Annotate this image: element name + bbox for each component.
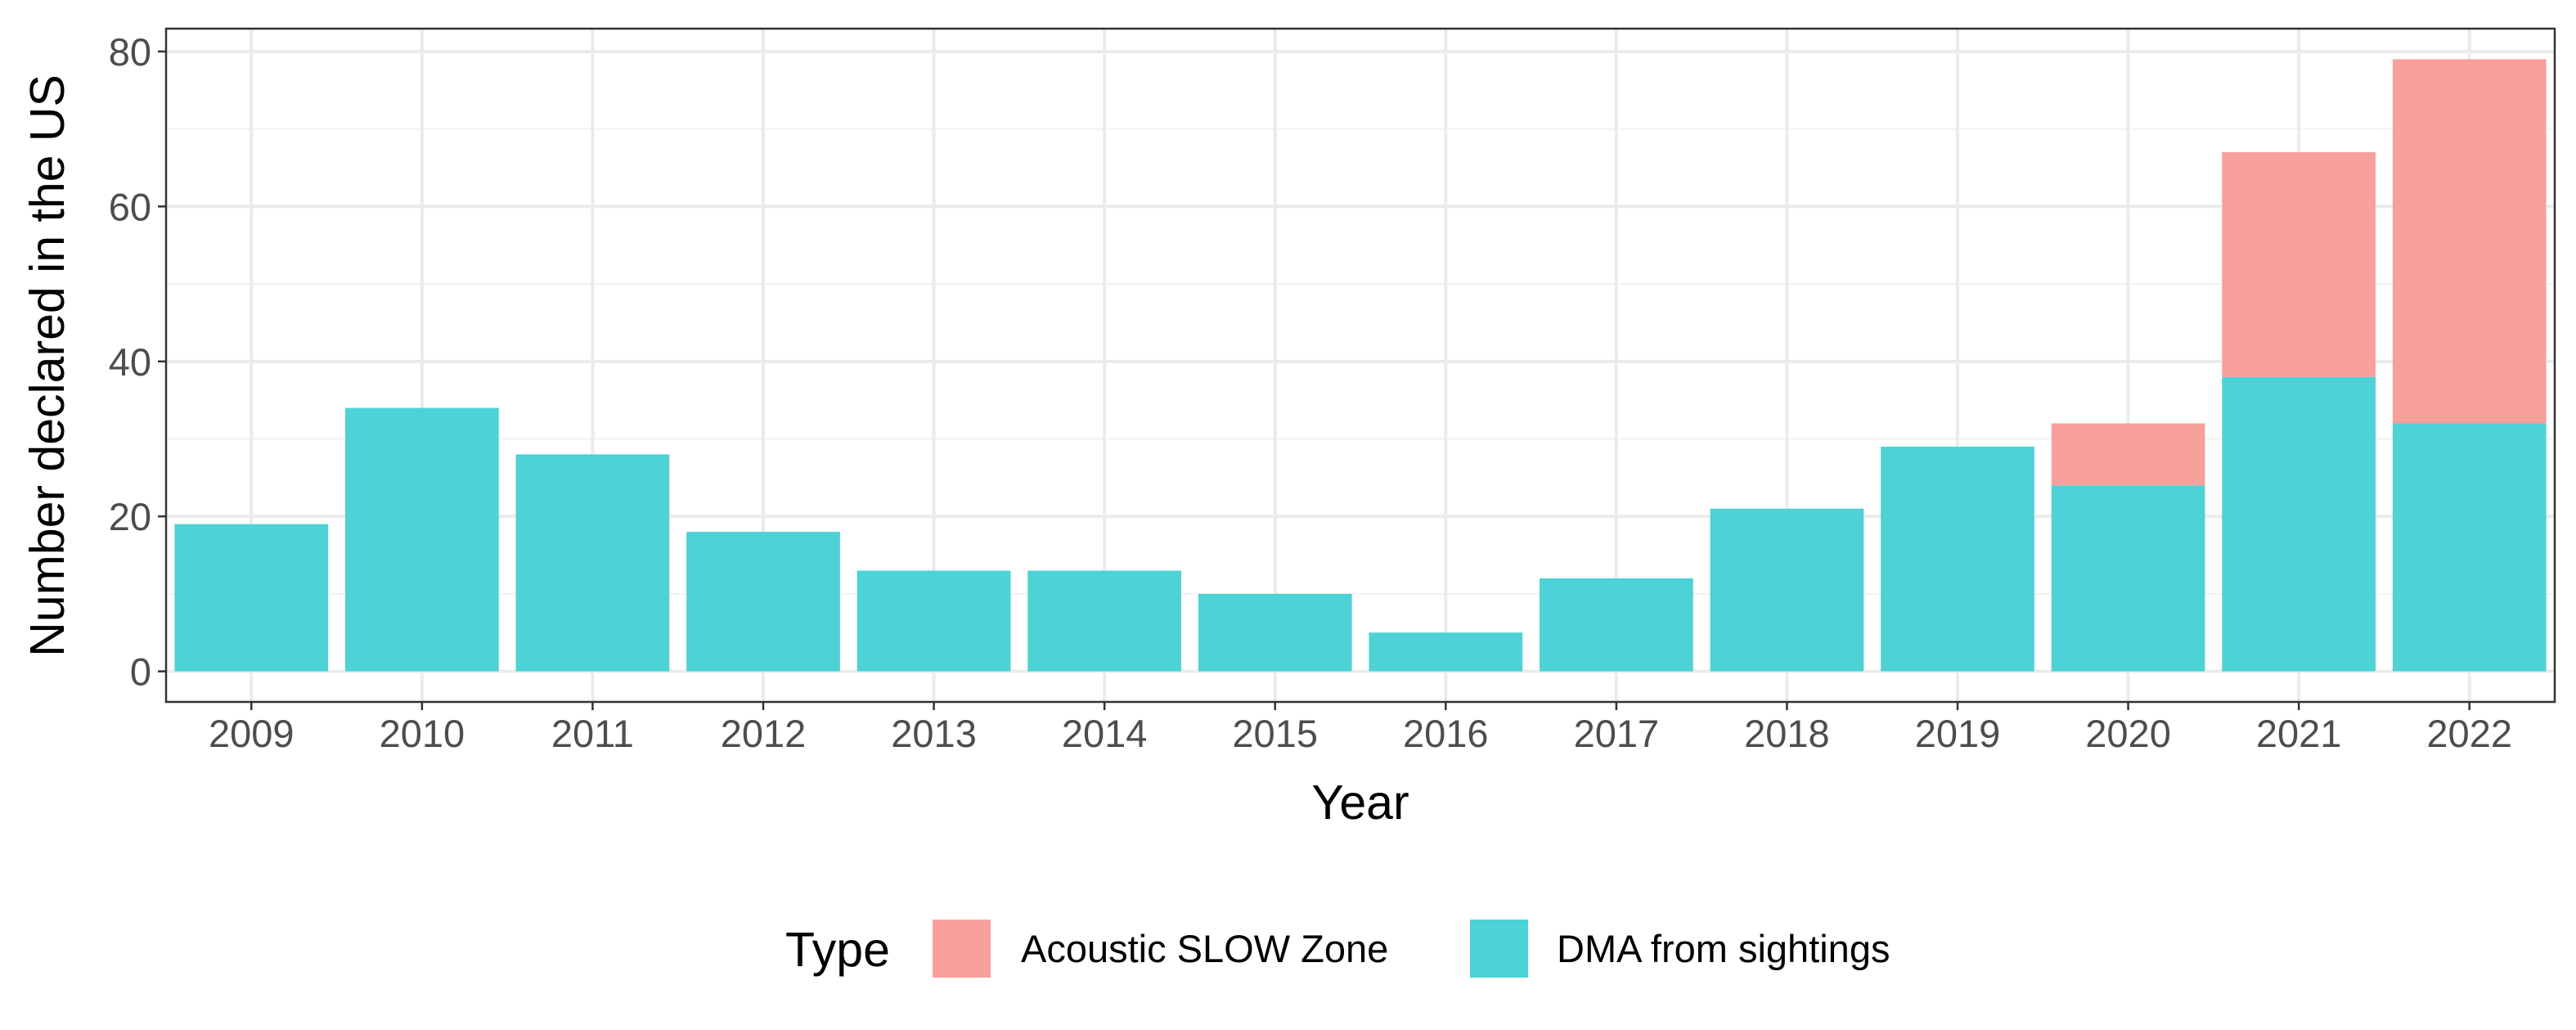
bar-dma-2015 <box>1198 593 1352 672</box>
bar-dma-2010 <box>345 407 499 672</box>
bar-dma-2014 <box>1027 570 1181 672</box>
x-tick-label: 2019 <box>1915 712 2001 755</box>
bar-dma-2022 <box>2392 423 2547 672</box>
x-tick-label: 2017 <box>1574 712 1660 755</box>
y-tick-label: 80 <box>109 30 151 74</box>
bar-acoustic-2021 <box>2222 152 2376 377</box>
legend-key-dma <box>1470 920 1528 978</box>
x-axis-title: Year <box>1311 776 1409 830</box>
bar-acoustic-2022 <box>2392 59 2547 424</box>
bar-dma-2019 <box>1881 446 2034 672</box>
bar-dma-2009 <box>174 524 329 672</box>
legend-label-dma: DMA from sightings <box>1557 927 1890 970</box>
x-tick-label: 2013 <box>891 712 977 755</box>
legend-key-acoustic <box>933 920 991 978</box>
x-tick-label: 2009 <box>209 712 294 755</box>
bar-acoustic-2020 <box>2051 423 2205 486</box>
bar-dma-2011 <box>515 454 670 672</box>
bar-dma-2012 <box>686 532 840 672</box>
legend-label-acoustic: Acoustic SLOW Zone <box>1021 927 1388 970</box>
legend: Type Acoustic SLOW Zone DMA from sightin… <box>785 920 1890 978</box>
bar-dma-2020 <box>2051 485 2205 672</box>
x-tick-label: 2018 <box>1744 712 1830 755</box>
x-tick-label: 2014 <box>1062 712 1148 755</box>
y-tick-label: 0 <box>130 650 151 694</box>
x-tick-label: 2011 <box>551 712 634 755</box>
panel-border <box>164 27 2556 704</box>
y-tick-label: 20 <box>109 495 151 538</box>
bar-dma-2013 <box>856 570 1011 672</box>
bar-dma-2017 <box>1540 578 1693 672</box>
y-axis-title: Number declared in the US <box>20 74 74 657</box>
x-tick-label: 2021 <box>2256 712 2342 755</box>
x-tick-label: 2012 <box>721 712 807 755</box>
bar-dma-2016 <box>1369 632 1523 672</box>
x-tick-label: 2016 <box>1403 712 1489 755</box>
legend-title: Type <box>785 923 890 977</box>
y-tick-label: 40 <box>109 340 151 384</box>
x-tick-label: 2010 <box>380 712 465 755</box>
x-tick-label: 2020 <box>2085 712 2171 755</box>
axis-layer: 0 20 40 60 80 2009 2010 2011 2012 2013 2014 2015 201… <box>109 30 2512 755</box>
y-tick-label: 60 <box>109 185 151 228</box>
bar-dma-2018 <box>1710 508 1864 672</box>
x-tick-label: 2022 <box>2426 712 2512 755</box>
bar-dma-2021 <box>2222 376 2376 672</box>
bars-layer <box>174 59 2547 672</box>
x-tick-label: 2015 <box>1232 712 1318 755</box>
